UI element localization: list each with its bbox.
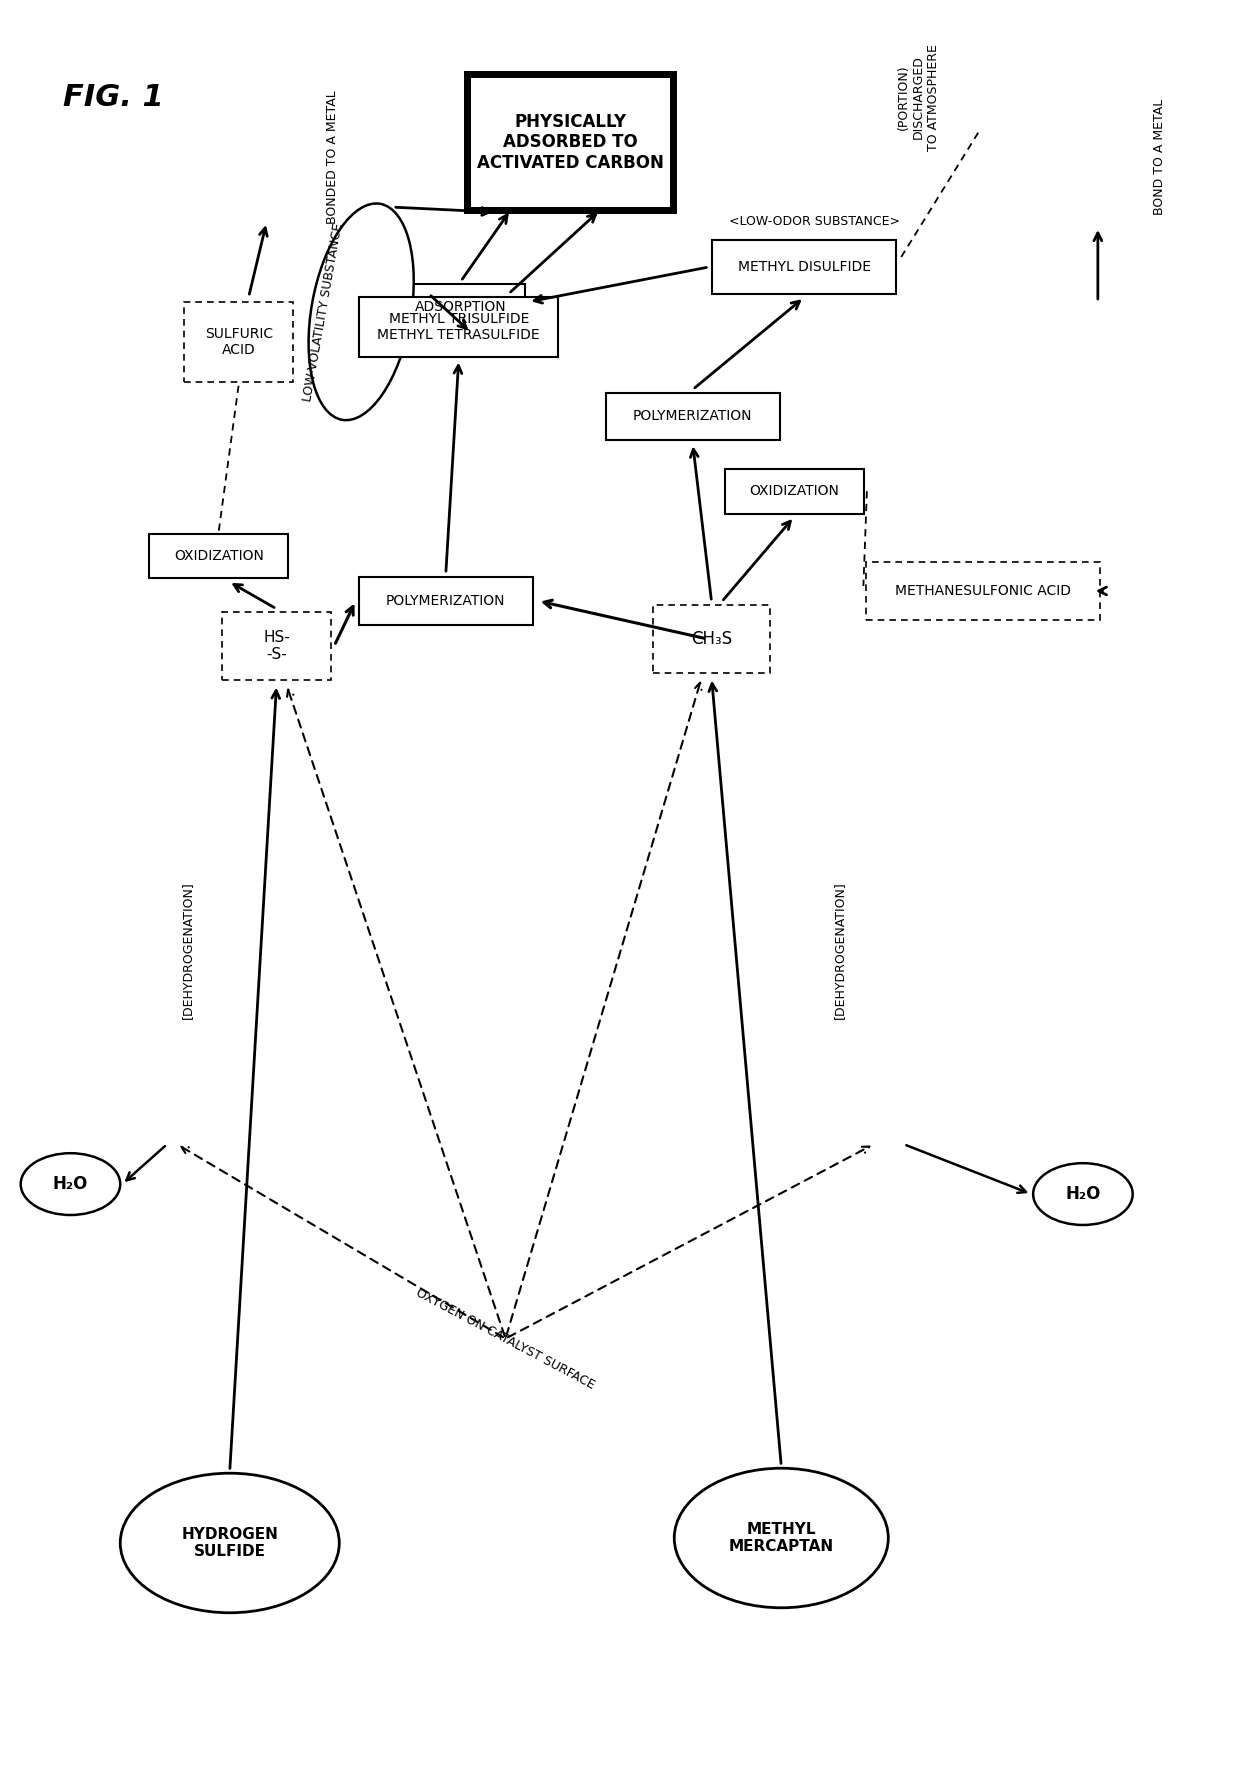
Text: (PORTION)
DISCHARGED
TO ATMOSPHERE: (PORTION) DISCHARGED TO ATMOSPHERE xyxy=(898,45,940,150)
Text: POLYMERIZATION: POLYMERIZATION xyxy=(632,410,753,423)
Text: ADSORPTION: ADSORPTION xyxy=(415,299,506,313)
Text: OXIDIZATION: OXIDIZATION xyxy=(749,484,839,498)
Text: H₂O: H₂O xyxy=(1065,1186,1101,1204)
Ellipse shape xyxy=(21,1153,120,1214)
Text: BONDED TO A METAL: BONDED TO A METAL xyxy=(326,90,340,224)
Text: METHYL
MERCAPTAN: METHYL MERCAPTAN xyxy=(729,1522,833,1555)
Bar xyxy=(724,469,864,514)
Text: CH₃S: CH₃S xyxy=(691,630,732,648)
Bar xyxy=(149,534,289,578)
Bar xyxy=(605,392,780,441)
Ellipse shape xyxy=(675,1469,888,1608)
Bar xyxy=(222,613,331,679)
Ellipse shape xyxy=(1033,1162,1132,1225)
Text: POLYMERIZATION: POLYMERIZATION xyxy=(386,595,506,607)
Bar xyxy=(184,303,294,381)
Text: METHYL TRISULFIDE
METHYL TETRASULFIDE: METHYL TRISULFIDE METHYL TETRASULFIDE xyxy=(377,312,541,342)
Text: [DEHYDROGENATION]: [DEHYDROGENATION] xyxy=(181,881,193,1019)
Text: OXYGEN ON CATALYST SURFACE: OXYGEN ON CATALYST SURFACE xyxy=(414,1286,598,1392)
Text: FIG. 1: FIG. 1 xyxy=(62,82,164,113)
Ellipse shape xyxy=(309,204,414,421)
Text: METHANESULFONIC ACID: METHANESULFONIC ACID xyxy=(895,584,1071,598)
Text: HS-
-S-: HS- -S- xyxy=(263,630,290,663)
Bar xyxy=(471,77,670,208)
Ellipse shape xyxy=(120,1474,340,1612)
Bar xyxy=(396,285,526,330)
Text: PHYSICALLY
ADSORBED TO
ACTIVATED CARBON: PHYSICALLY ADSORBED TO ACTIVATED CARBON xyxy=(477,113,663,172)
Text: SULFURIC
ACID: SULFURIC ACID xyxy=(205,326,273,356)
Bar xyxy=(712,240,897,294)
Text: METHYL DISULFIDE: METHYL DISULFIDE xyxy=(738,260,870,274)
Text: [DEHYDROGENATION]: [DEHYDROGENATION] xyxy=(832,881,846,1019)
Bar xyxy=(464,70,677,215)
Bar xyxy=(867,562,1100,620)
Text: BOND TO A METAL: BOND TO A METAL xyxy=(1153,99,1166,215)
Text: HYDROGEN
SULFIDE: HYDROGEN SULFIDE xyxy=(181,1526,278,1560)
Text: LOW-VOLATILITY SUBSTANCE: LOW-VOLATILITY SUBSTANCE xyxy=(301,222,346,401)
Bar xyxy=(360,297,558,356)
Text: OXIDIZATION: OXIDIZATION xyxy=(174,550,264,562)
Bar xyxy=(652,605,770,673)
Text: H₂O: H₂O xyxy=(53,1175,88,1193)
Bar xyxy=(358,577,533,625)
Text: <LOW-ODOR SUBSTANCE>: <LOW-ODOR SUBSTANCE> xyxy=(729,215,900,227)
